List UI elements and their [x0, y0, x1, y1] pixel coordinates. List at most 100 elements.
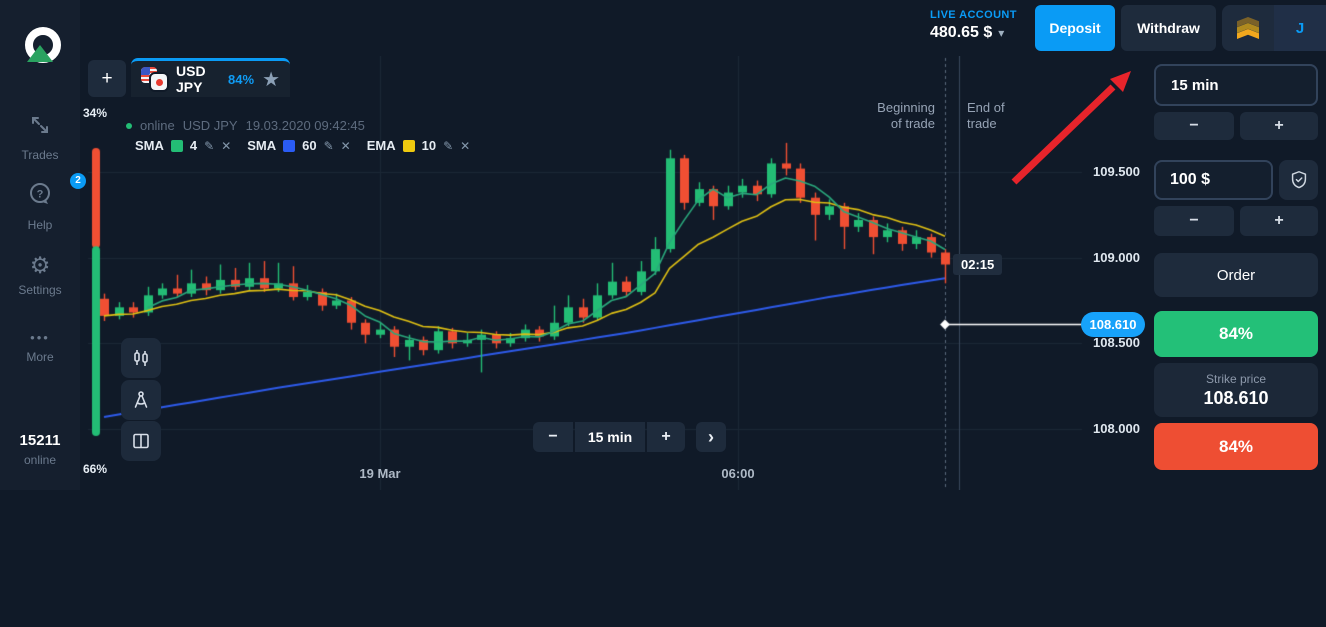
strike-price-box: Strike price 108.610: [1154, 363, 1318, 417]
compass-icon: [134, 391, 148, 408]
remove-indicator-icon[interactable]: ✕: [221, 138, 232, 153]
sidebar-item-label: Help: [27, 218, 53, 232]
sidebar-item-more[interactable]: ••• More: [0, 330, 80, 364]
online-status-dot: [126, 122, 132, 129]
price-axis-label: 108.500: [1093, 335, 1140, 351]
time-axis-label: 06:00: [721, 466, 755, 481]
countdown-badge: 02:15: [953, 254, 1003, 275]
timeframe-bar: − 15 min + ›: [533, 422, 726, 452]
sidebar-item-trades[interactable]: Trades: [0, 112, 80, 162]
jp-flag-icon: [151, 74, 167, 90]
label-line: trade: [967, 116, 997, 131]
indicator-value: 60: [302, 138, 317, 153]
sidebar-item-label: Trades: [21, 148, 59, 162]
add-tab-button[interactable]: +: [88, 60, 126, 97]
sidebar-item-settings[interactable]: ⚙ Settings: [0, 254, 80, 297]
risk-free-button[interactable]: [1279, 160, 1318, 200]
logo-triangle-icon: [27, 45, 53, 62]
chart-datetime: 19.03.2020 09:42:45: [245, 118, 365, 133]
price-axis-label: 109.500: [1093, 164, 1140, 179]
candlestick-icon: [134, 350, 148, 366]
strike-price-value: 108.610: [1203, 387, 1269, 408]
drawing-tools-button[interactable]: [121, 380, 161, 420]
indicator-color-swatch: [402, 139, 415, 152]
chart-status: online: [140, 118, 175, 133]
chevron-down-icon: ▾: [998, 26, 1005, 40]
label-line: of trade: [890, 116, 935, 131]
duration-minus-button[interactable]: −: [1154, 112, 1234, 140]
timeframe-plus-button[interactable]: +: [647, 422, 685, 452]
favorite-star-icon[interactable]: ★: [262, 67, 280, 91]
rank-chevron-icon: [1237, 17, 1259, 27]
usdjpy-flag-icon: [141, 67, 168, 91]
indicator-value: 4: [189, 138, 198, 153]
label-line: End of: [967, 100, 1005, 115]
online-count: 15211: [19, 432, 61, 449]
price-axis-label: 109.000: [1093, 249, 1140, 265]
tab-usd-jpy[interactable]: USD JPY 84% ★: [131, 58, 290, 97]
remove-indicator-icon[interactable]: ✕: [340, 138, 351, 153]
online-counter: 15211 online: [0, 432, 80, 467]
online-label: online: [23, 453, 57, 467]
avatar[interactable]: J: [1274, 5, 1326, 51]
amount-minus-button[interactable]: −: [1154, 206, 1234, 236]
trade-up-button[interactable]: 84%: [1154, 311, 1318, 357]
shield-check-icon: [1291, 171, 1306, 189]
remove-indicator-icon[interactable]: ✕: [460, 138, 471, 153]
beginning-of-trade-label: Beginning of trade: [835, 100, 935, 132]
indicator-color-swatch: [170, 139, 183, 152]
more-dots-icon: •••: [30, 330, 50, 345]
edit-indicator-icon[interactable]: ✎: [323, 138, 334, 153]
sidebar-item-label: More: [26, 350, 54, 364]
edit-indicator-icon[interactable]: ✎: [443, 138, 454, 153]
time-axis-label: 19 Mar: [359, 466, 401, 481]
duration-input[interactable]: 15 min: [1154, 64, 1318, 106]
deposit-button[interactable]: Deposit: [1035, 5, 1115, 51]
duration-plus-button[interactable]: +: [1240, 112, 1318, 140]
amount-input[interactable]: 100 $: [1154, 160, 1273, 200]
price-axis-label: 108.000: [1093, 420, 1140, 436]
end-of-trade-label: End of trade: [967, 100, 1047, 132]
strike-price-label: Strike price: [1205, 371, 1267, 386]
split-layout-button[interactable]: [121, 421, 161, 461]
gear-icon: ⚙: [29, 253, 51, 279]
indicator-name: SMA: [247, 138, 277, 153]
profile-group: J: [1222, 5, 1326, 51]
label-line: Beginning: [877, 100, 935, 115]
chart-pair: USD JPY: [182, 118, 238, 133]
help-badge: 2: [70, 173, 86, 189]
sidebar-item-label: Settings: [18, 283, 62, 297]
sidebar-item-help[interactable]: ? 2 Help: [0, 173, 86, 232]
indicator-value: 10: [421, 138, 437, 153]
indicator-name: SMA: [135, 138, 164, 153]
indicator-name: EMA: [366, 138, 396, 153]
current-price-pill: 108.610: [1081, 311, 1145, 337]
indicator-color-swatch: [283, 139, 296, 152]
account-type-label: LIVE ACCOUNT: [930, 9, 1017, 21]
trades-arrows-icon: [32, 117, 48, 133]
timeframe-next-button[interactable]: ›: [696, 422, 726, 452]
chart-type-button[interactable]: [121, 338, 161, 378]
trade-down-button[interactable]: 84%: [1154, 423, 1318, 470]
tab-pair-label: USD JPY: [176, 63, 206, 95]
edit-indicator-icon[interactable]: ✎: [204, 138, 215, 153]
svg-text:?: ?: [37, 189, 44, 201]
split-layout-icon: [133, 433, 149, 449]
account-switcher[interactable]: LIVE ACCOUNT 480.65 $ ▾: [930, 9, 1017, 42]
withdraw-button[interactable]: Withdraw: [1121, 5, 1216, 51]
amount-plus-button[interactable]: +: [1240, 206, 1318, 236]
account-balance: 480.65 $: [930, 24, 993, 41]
tab-payout-label: 84%: [228, 71, 255, 87]
trader-status-button[interactable]: [1222, 5, 1274, 51]
order-button[interactable]: Order: [1154, 253, 1318, 297]
help-bubble-icon: ?: [30, 183, 50, 204]
chart-status-row: online USD JPY 19.03.2020 09:42:45: [126, 118, 365, 133]
rank-chevron-icon: [1237, 23, 1259, 33]
indicator-legend: SMA 4 ✎ ✕ SMA 60 ✎ ✕ EMA 10 ✎ ✕: [135, 138, 479, 153]
rank-chevron-icon: [1237, 29, 1259, 39]
sidebar: Trades ? 2 Help ⚙ Settings ••• More 1521…: [0, 0, 86, 490]
sentiment-sell-label: 34%: [83, 106, 108, 120]
timeframe-minus-button[interactable]: −: [533, 422, 573, 452]
timeframe-value[interactable]: 15 min: [575, 422, 645, 452]
